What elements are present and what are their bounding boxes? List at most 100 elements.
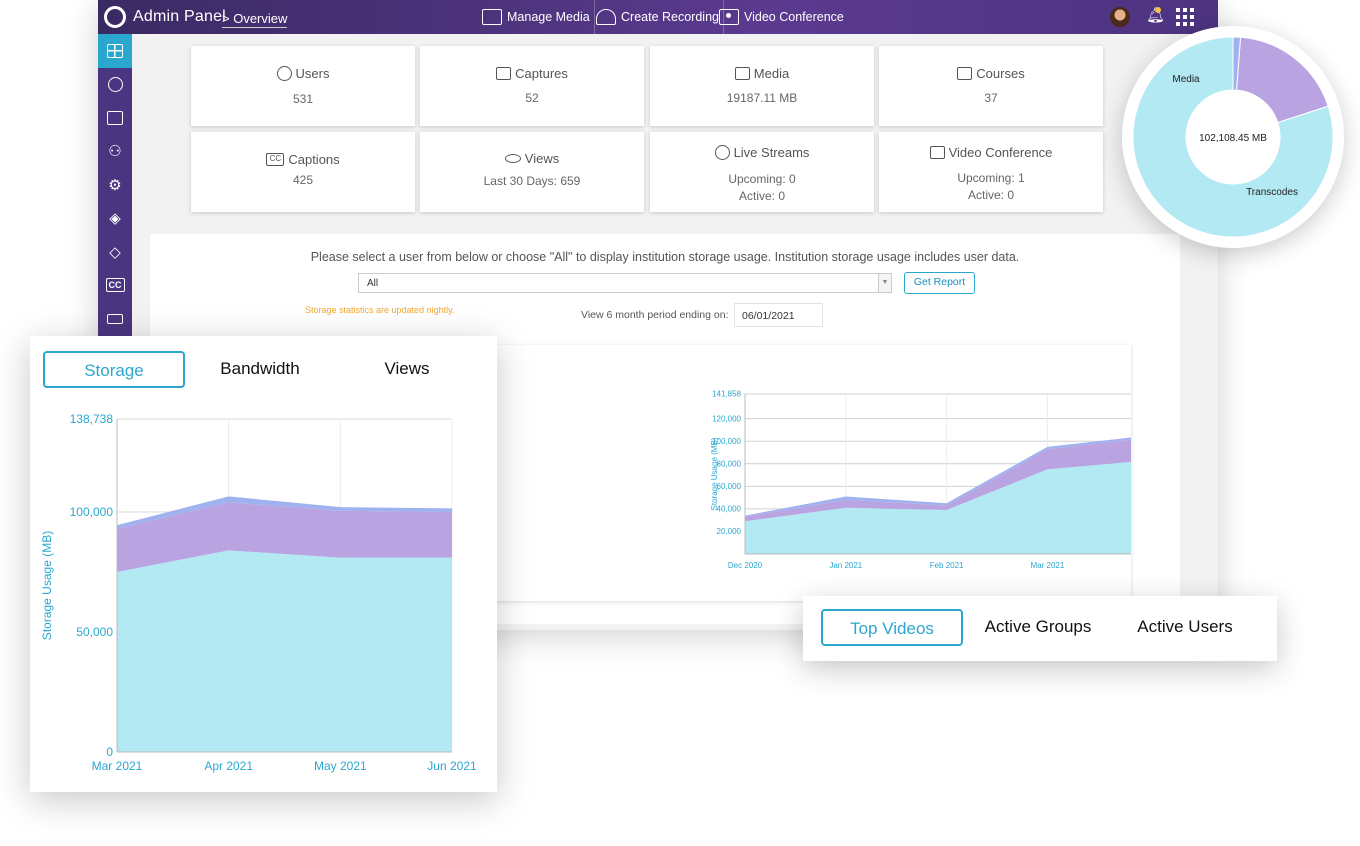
get-report-button[interactable]: Get Report <box>904 272 975 294</box>
stat-card-views[interactable]: Views Last 30 Days: 659 <box>420 132 644 212</box>
tab-active-users[interactable]: Active Users <box>1137 617 1233 636</box>
captions-icon: CC <box>266 153 285 166</box>
storage-tabs-window: Storage Bandwidth Views 0 50,000 100,000 13… <box>30 336 497 792</box>
stat-captures-value: 52 <box>525 91 539 105</box>
dashboard-icon[interactable] <box>98 34 132 68</box>
inner-chart-y-tick-label: 60,000 <box>717 482 742 491</box>
period-date-input[interactable]: 06/01/2021 <box>734 303 823 327</box>
tab-bandwidth[interactable]: Bandwidth <box>220 359 300 378</box>
paint-bucket-icon[interactable]: ◇ <box>109 243 121 261</box>
donut-slice-1[interactable] <box>1132 36 1334 238</box>
storage-chart-inner: 20,000 40,000 60,000 80,000 100,000 120,000 14… <box>710 390 1218 570</box>
stat-live-active: Active: 0 <box>738 189 786 203</box>
stat-media-label: Media <box>753 66 790 81</box>
inner-chart-y-tick-label: 120,000 <box>712 414 741 423</box>
stat-vc-upcoming: Upcoming: 1 <box>957 171 1025 185</box>
stat-courses-label: Courses <box>976 66 1025 81</box>
inner-chart-area-series-3 <box>745 435 1218 517</box>
large-chart-y-tick-label: 0 <box>106 745 113 759</box>
stat-views-value: Last 30 Days: 659 <box>483 174 581 188</box>
nav-create-recording-label: Create Recording <box>621 10 719 24</box>
tab-views[interactable]: Views <box>384 359 430 378</box>
donut-slice-label: Transcodes <box>1246 187 1298 198</box>
nightly-note: Storage statistics are updated nightly. <box>305 305 455 315</box>
stat-card-users[interactable]: Users 531 <box>191 46 415 126</box>
stat-courses-value: 37 <box>984 91 998 105</box>
large-chart-x-tick-label: Apr 2021 <box>204 759 253 773</box>
avatar[interactable] <box>1110 7 1130 27</box>
video-conference-icon <box>929 146 945 159</box>
tab-storage[interactable]: Storage <box>43 351 185 388</box>
settings-gears-icon[interactable]: ⚙ <box>108 176 122 194</box>
donut-slice-2[interactable] <box>1236 36 1329 124</box>
donut-slice-label: Media <box>1172 74 1200 85</box>
live-stream-icon <box>714 145 730 160</box>
search-icon[interactable] <box>98 68 132 102</box>
storage-prompt: Please select a user from below or choos… <box>310 250 1020 264</box>
large-chart-area-series-1 <box>117 550 452 752</box>
inner-chart-area-series-1 <box>745 460 1218 554</box>
user-icon <box>276 66 292 81</box>
breadcrumb[interactable]: > Overview <box>222 11 288 28</box>
nav-video-conference[interactable]: Video Conference <box>715 0 848 34</box>
inner-chart-y-axis-title: Storage Usage (MB) <box>710 437 719 510</box>
large-chart-area-series-2 <box>117 502 452 572</box>
period-label: View 6 month period ending on: <box>581 309 729 321</box>
app-logo-icon[interactable] <box>104 6 126 28</box>
stat-card-captions[interactable]: CC Captions 425 <box>191 132 415 212</box>
nav-create-recording[interactable]: Create Recording <box>592 0 724 34</box>
stat-users-label: Users <box>295 66 330 81</box>
inner-chart-y-tick-label: 100,000 <box>712 437 741 446</box>
stat-vc-active: Active: 0 <box>967 188 1015 202</box>
top-content-tabs-window: Top Videos Active Groups Active Users <box>803 596 1277 661</box>
eye-icon <box>504 154 521 163</box>
chevron-down-icon[interactable]: ▼ <box>878 274 891 292</box>
stat-users-value: 531 <box>292 92 314 106</box>
large-chart-x-tick-label: Jun 2021 <box>427 759 477 773</box>
inner-chart-y-tick-label: 20,000 <box>717 527 742 536</box>
tab-active-groups[interactable]: Active Groups <box>984 617 1092 636</box>
layers-icon[interactable]: ◈ <box>109 210 121 228</box>
inner-chart-y-tick-label: 40,000 <box>717 505 742 514</box>
stat-card-media[interactable]: Media 19187.11 MB <box>650 46 874 126</box>
top-bar: Admin Panel > Overview Manage Media Crea… <box>98 0 1218 34</box>
donut-slice-3[interactable] <box>1232 36 1242 91</box>
large-chart-y-tick-label: 100,000 <box>70 505 114 519</box>
stat-card-video-conference[interactable]: Video Conference Upcoming: 1 Active: 0 <box>879 132 1103 212</box>
storage-donut-chart: Transcodes Media 102,108.45 MB <box>1132 36 1334 238</box>
inner-chart-x-tick-label: Mar 2021 <box>1031 561 1065 570</box>
user-select-value: All <box>367 278 379 289</box>
stat-captions-value: 425 <box>292 173 314 187</box>
stat-vc-label: Video Conference <box>948 145 1053 160</box>
large-chart-y-tick-label: 138,738 <box>70 412 114 426</box>
inner-chart-area-series-2 <box>745 437 1218 522</box>
inner-chart-x-tick-label: Feb 2021 <box>930 561 964 570</box>
stat-live-streams-label: Live Streams <box>733 145 810 160</box>
inner-chart-x-tick-label: Jan 2021 <box>829 561 862 570</box>
large-chart-y-axis-title: Storage Usage (MB) <box>40 531 54 640</box>
stat-card-courses[interactable]: Courses 37 <box>879 46 1103 126</box>
nav-manage-media-label: Manage Media <box>507 10 590 24</box>
large-chart-x-tick-label: May 2021 <box>314 759 367 773</box>
users-group-icon[interactable]: ⚇ <box>108 143 122 161</box>
inner-chart-box: 20,000 40,000 60,000 80,000 100,000 120,000 14… <box>495 345 1218 601</box>
nav-manage-media[interactable]: Manage Media <box>478 0 595 34</box>
apps-grid-icon[interactable] <box>1176 8 1194 26</box>
stat-card-live-streams[interactable]: Live Streams Upcoming: 0 Active: 0 <box>650 132 874 212</box>
app-title[interactable]: Admin Panel <box>133 8 226 25</box>
storage-drive-icon[interactable] <box>98 302 132 336</box>
stat-views-label: Views <box>524 151 560 166</box>
stat-captions-label: Captions <box>288 152 340 167</box>
user-select[interactable]: All ▼ <box>358 273 892 293</box>
tab-top-videos[interactable]: Top Videos <box>821 609 963 646</box>
media-file-icon <box>734 67 750 80</box>
capture-icon <box>496 67 512 80</box>
stat-live-upcoming: Upcoming: 0 <box>728 172 796 186</box>
large-chart-area-series-3 <box>117 496 452 529</box>
media-folder-icon <box>482 9 502 25</box>
stat-card-captures[interactable]: Captures 52 <box>420 46 644 126</box>
monitor-icon[interactable] <box>98 101 132 135</box>
captions-icon[interactable]: CC <box>98 269 132 303</box>
stat-media-value: 19187.11 MB <box>726 91 798 105</box>
